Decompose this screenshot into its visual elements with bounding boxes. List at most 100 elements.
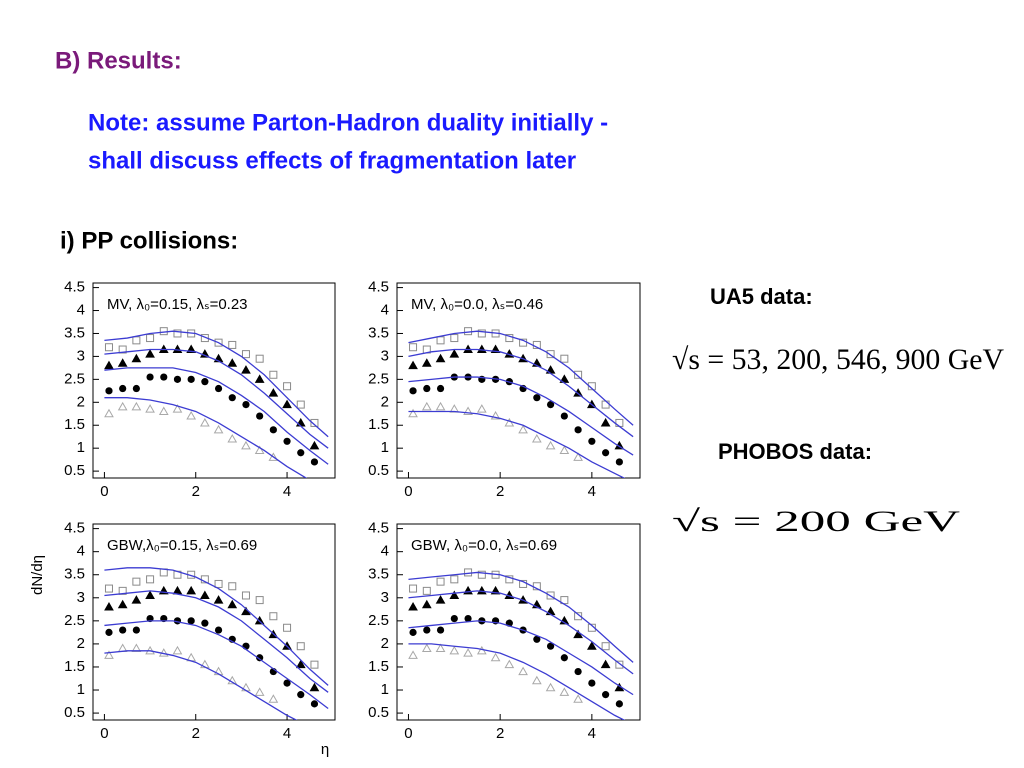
data-point [408,360,418,370]
data-point [213,424,224,434]
data-point [450,334,459,343]
data-point [560,654,568,662]
model-curve [104,620,329,709]
data-point [615,700,623,708]
data-point [214,626,223,634]
data-point [132,626,140,634]
data-point [518,424,528,434]
panel-title: MV, λ₀=0.0, λₛ=0.46 [411,296,543,313]
panel-title: MV, λ₀=0.15, λₛ=0.23 [107,296,248,313]
data-point [145,590,155,599]
data-point [408,650,418,659]
data-point [241,365,251,374]
y-tick-label: 2 [77,393,85,410]
data-point [131,353,142,363]
data-point [172,404,183,413]
data-point [105,628,113,636]
data-point [421,401,432,411]
y-tick-label: 3.5 [368,324,389,341]
data-point [559,445,570,454]
data-point [254,687,265,696]
panel-title: GBW, λ₀=0.0, λₛ=0.69 [411,537,557,554]
y-tick-label: 1.5 [368,658,389,675]
y-tick-label: 4 [77,543,85,560]
y-tick-label: 4 [77,301,85,318]
data-point [310,418,319,427]
y-tick-label: 4 [381,543,389,560]
plot-frame [396,282,641,479]
data-point [241,440,251,450]
data-point [435,595,446,604]
y-tick-label: 1.5 [368,416,389,433]
data-point [104,650,114,659]
model-curve [408,410,626,478]
data-point [573,694,583,703]
data-point [228,394,236,402]
heading: B) Results: [55,47,182,74]
data-point [117,401,128,411]
phobos-label: PHOBOS data: [718,439,872,464]
model-curve [408,571,634,663]
data-point [450,614,458,623]
y-tick-label: 2 [381,635,389,652]
data-point [145,349,155,358]
y-tick-label: 1 [77,439,85,456]
data-point [588,437,596,445]
data-point [145,404,155,413]
model-curve [104,367,329,465]
data-point [615,458,623,466]
data-point [490,411,501,420]
y-tick-label: 4.5 [64,520,85,537]
data-point [172,645,183,655]
chart-panel: 0.5 1 1.5 2 2.5 3 3.5 4 4.5 0 2 4 MV, λ₀=0.0, λₛ=0.4… [368,279,641,500]
data-point [574,370,583,379]
data-point [449,590,460,599]
data-point [573,452,583,461]
data-point [450,575,459,584]
data-point [588,679,596,687]
data-point [545,682,556,692]
chart-panel: 0.5 1 1.5 2 2.5 3 3.5 4 4.5 0 2 4 GBW,λ₀=0.15, λₛ=0.… [64,520,336,742]
data-point [409,387,417,395]
y-tick-label: 1 [381,681,389,698]
y-tick-label: 3 [381,589,389,606]
data-point [560,354,569,363]
data-point [464,614,472,623]
data-point [105,387,113,395]
ua5-formula: √s = 53, 200, 546, 900 GeV [672,343,1004,376]
data-point [160,373,168,381]
data-point [600,417,611,427]
y-tick-label: 2 [381,393,389,410]
data-point [283,623,292,632]
plot-area [408,327,634,478]
data-point [531,675,542,685]
data-point [131,595,142,604]
data-point [254,445,265,454]
data-point [256,412,264,420]
data-point [449,645,460,655]
data-point [200,590,210,599]
model-curve [104,397,308,478]
y-tick-label: 4.5 [368,520,389,537]
x-tick-label: 0 [404,725,412,742]
data-point [463,648,473,657]
data-point [228,582,237,591]
x-tick-label: 4 [283,483,291,500]
data-point [131,401,142,411]
x-tick-label: 0 [404,483,412,500]
data-point [119,384,127,393]
data-point [214,384,223,393]
data-point [574,667,582,676]
data-point [200,417,210,427]
model-curve [408,590,634,675]
data-point [533,394,541,402]
data-point [242,400,250,409]
model-curve [408,643,626,720]
data-point [213,595,224,604]
data-point [282,399,292,409]
note-line: Note: assume Parton-Hadron duality initi… [88,109,608,136]
y-tick-label: 4.5 [368,279,389,296]
x-tick-label: 2 [192,725,200,742]
data-point [601,642,610,651]
data-point [187,375,195,383]
